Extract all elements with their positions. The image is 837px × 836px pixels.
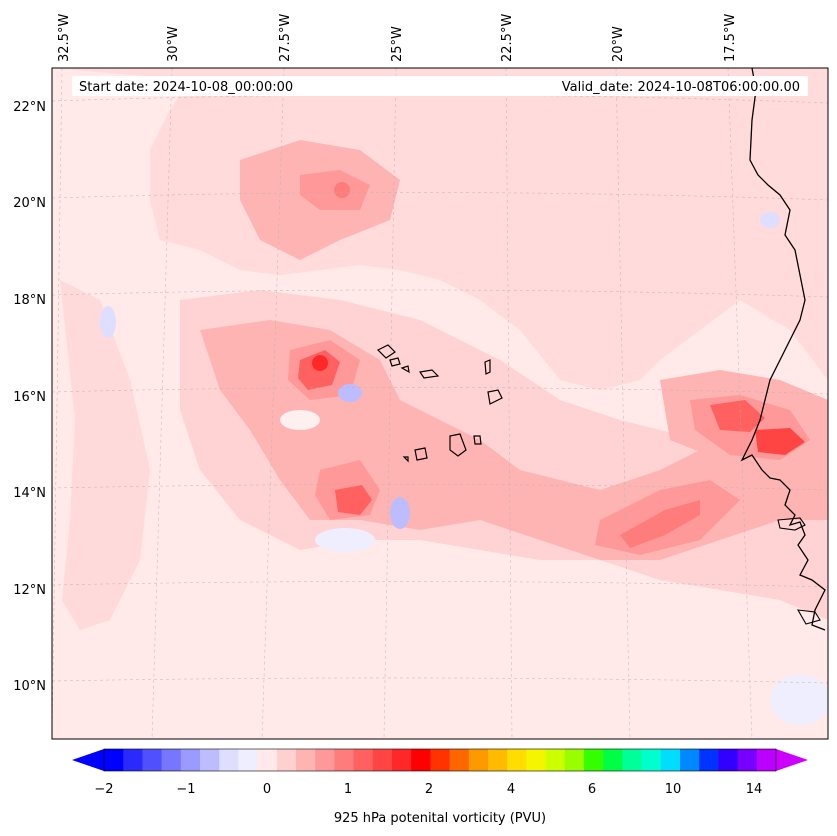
lat-labels: 22°N 20°N 18°N 16°N 14°N 12°N 10°N: [13, 100, 46, 694]
colorbar-segment: [622, 749, 642, 771]
colorbar-segment: [603, 749, 623, 771]
colorbar-segment: [449, 749, 470, 771]
colorbar-label: 925 hPa potenital vorticity (PVU): [334, 811, 546, 826]
colorbar-segment: [200, 749, 220, 771]
colorbar-segment: [526, 749, 546, 771]
colorbar-extend-low: [72, 749, 104, 771]
pv-negative: [315, 528, 375, 552]
map-frame: [51, 67, 829, 740]
colorbar-tick-label: 4: [507, 782, 515, 797]
colorbar-segment: [584, 749, 604, 771]
lon-label: 27.5°W: [278, 14, 293, 62]
colorbar-segment: [392, 749, 412, 771]
colorbar-segment: [238, 749, 258, 771]
colorbar-segment: [276, 749, 297, 771]
pv-core: [620, 500, 700, 548]
lat-label: 20°N: [13, 196, 46, 211]
colorbar-tick-label: 6: [588, 782, 596, 797]
colorbar: −2 −1 0 1 2 4 6 10 14 925 hPa potenital …: [72, 748, 808, 826]
colorbar-segment: [161, 749, 182, 771]
coastline: [740, 68, 826, 631]
pv-field: [52, 68, 828, 739]
lat-label: 16°N: [13, 390, 46, 405]
header-box: [72, 76, 808, 96]
colorbar-segment: [315, 749, 335, 771]
colorbar-segment: [296, 749, 316, 771]
pv-negative: [338, 384, 362, 402]
colorbar-segment: [104, 749, 124, 771]
pv-negative: [390, 497, 410, 529]
colorbar-segment: [641, 749, 662, 771]
pv-negative: [770, 675, 828, 725]
colorbar-segment: [180, 749, 201, 771]
colorbar-tick-label: 1: [344, 782, 352, 797]
pv-core: [334, 182, 350, 198]
colorbar-tick-label: −2: [94, 782, 113, 797]
colorbar-segment: [488, 749, 508, 771]
colorbar-tick-label: 2: [425, 782, 433, 797]
colorbar-segment: [545, 749, 566, 771]
lon-labels: 32.5°W 30°W 27.5°W 25°W 22.5°W 20°W 17.5…: [57, 14, 738, 62]
colorbar-segment: [660, 749, 681, 771]
lat-label: 14°N: [13, 486, 46, 501]
lat-label: 18°N: [13, 293, 46, 308]
lon-label: 32.5°W: [57, 14, 72, 62]
colorbar-segment: [353, 749, 374, 771]
gridlines: [52, 68, 828, 739]
coastline: [777, 517, 821, 625]
lon-label: 17.5°W: [723, 14, 738, 62]
lon-label: 20°W: [611, 26, 626, 62]
start-date-label: Start date: 2024-10-08_00:00:00: [79, 80, 293, 95]
colorbar-segment: [372, 749, 393, 771]
colorbar-segment: [123, 749, 143, 771]
pv-core: [710, 400, 765, 432]
pv-negative: [280, 410, 320, 430]
colorbar-tick-label: 14: [746, 782, 763, 797]
cape-verde-islands: [376, 344, 503, 463]
colorbar-segment: [680, 749, 700, 771]
colorbar-segment: [430, 749, 450, 771]
lon-label: 25°W: [390, 26, 405, 62]
pv-core: [335, 485, 372, 515]
pv-core: [755, 428, 805, 455]
valid-date-label: Valid_date: 2024-10-08T06:00:00.00: [562, 80, 800, 95]
lat-label: 10°N: [13, 679, 46, 694]
lat-label: 22°N: [13, 100, 46, 115]
colorbar-segment: [142, 749, 162, 771]
colorbar-segment: [564, 749, 585, 771]
colorbar-tick-label: 10: [665, 782, 682, 797]
colorbar-segments: [104, 749, 777, 771]
colorbar-tick-label: 0: [263, 782, 271, 797]
colorbar-segment: [257, 749, 278, 771]
lon-label: 22.5°W: [500, 14, 515, 62]
colorbar-segment: [468, 749, 489, 771]
colorbar-segment: [699, 749, 719, 771]
pv-region-light: [52, 68, 828, 390]
lon-label: 30°W: [166, 26, 181, 62]
colorbar-segment: [411, 749, 431, 771]
colorbar-tick-label: −1: [176, 782, 195, 797]
colorbar-ticks: −2 −1 0 1 2 4 6 10 14: [94, 782, 762, 797]
colorbar-extend-high: [776, 749, 808, 771]
pv-region-light: [60, 280, 150, 630]
pv-core: [312, 355, 328, 371]
pv-negative: [100, 306, 116, 338]
lat-label: 12°N: [13, 583, 46, 598]
pv-negative: [760, 212, 780, 228]
colorbar-segment: [737, 749, 758, 771]
colorbar-segment: [219, 749, 239, 771]
colorbar-frame: [103, 748, 777, 772]
colorbar-segment: [334, 749, 354, 771]
colorbar-segment: [507, 749, 527, 771]
colorbar-segment: [756, 749, 777, 771]
colorbar-segment: [718, 749, 738, 771]
